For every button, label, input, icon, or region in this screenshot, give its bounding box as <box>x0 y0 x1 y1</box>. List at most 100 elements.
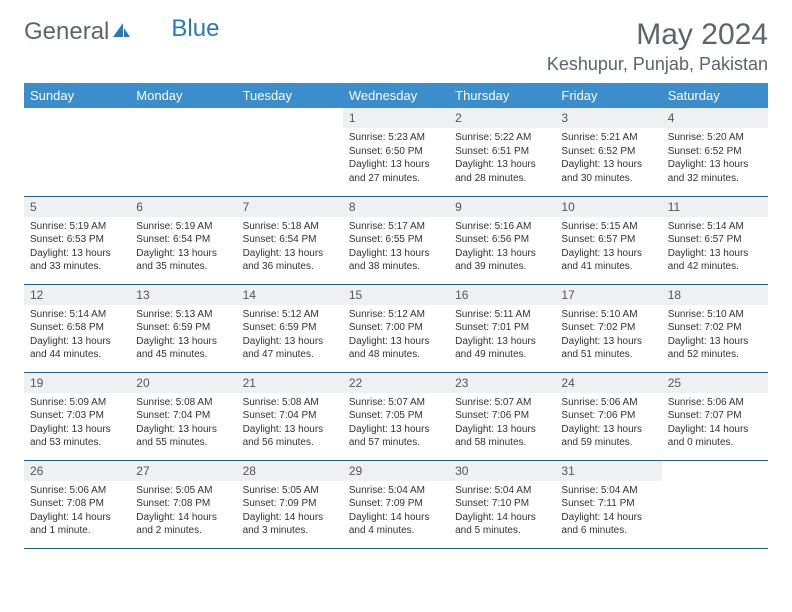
day-line: Daylight: 13 hours and 51 minutes. <box>561 335 655 362</box>
day-details: Sunrise: 5:17 AMSunset: 6:55 PMDaylight:… <box>343 217 449 278</box>
day-line: Daylight: 13 hours and 33 minutes. <box>30 247 124 274</box>
weekday-header: Tuesday <box>237 83 343 108</box>
calendar-body: 1Sunrise: 5:23 AMSunset: 6:50 PMDaylight… <box>24 108 768 548</box>
day-number: 27 <box>130 461 236 481</box>
day-line: Sunset: 6:59 PM <box>136 321 230 335</box>
calendar-cell <box>662 460 768 548</box>
day-details: Sunrise: 5:10 AMSunset: 7:02 PMDaylight:… <box>555 305 661 366</box>
day-line: Sunset: 7:00 PM <box>349 321 443 335</box>
calendar-cell <box>130 108 236 196</box>
day-line: Sunset: 7:06 PM <box>561 409 655 423</box>
day-line: Sunset: 6:54 PM <box>243 233 337 247</box>
day-details: Sunrise: 5:09 AMSunset: 7:03 PMDaylight:… <box>24 393 130 454</box>
day-line: Daylight: 13 hours and 39 minutes. <box>455 247 549 274</box>
day-number: 5 <box>24 197 130 217</box>
day-line: Sunrise: 5:19 AM <box>30 220 124 234</box>
day-line: Sunrise: 5:14 AM <box>30 308 124 322</box>
day-number: 9 <box>449 197 555 217</box>
day-line: Sunset: 7:09 PM <box>243 497 337 511</box>
calendar-cell: 4Sunrise: 5:20 AMSunset: 6:52 PMDaylight… <box>662 108 768 196</box>
day-line: Daylight: 13 hours and 59 minutes. <box>561 423 655 450</box>
day-line: Daylight: 13 hours and 42 minutes. <box>668 247 762 274</box>
day-details: Sunrise: 5:19 AMSunset: 6:53 PMDaylight:… <box>24 217 130 278</box>
day-line: Daylight: 13 hours and 57 minutes. <box>349 423 443 450</box>
day-number: 29 <box>343 461 449 481</box>
day-line: Sunset: 6:52 PM <box>561 145 655 159</box>
day-line: Sunrise: 5:15 AM <box>561 220 655 234</box>
calendar-cell <box>24 108 130 196</box>
day-line: Sunrise: 5:12 AM <box>243 308 337 322</box>
calendar-cell: 12Sunrise: 5:14 AMSunset: 6:58 PMDayligh… <box>24 284 130 372</box>
day-line: Sunset: 6:57 PM <box>561 233 655 247</box>
calendar-cell: 3Sunrise: 5:21 AMSunset: 6:52 PMDaylight… <box>555 108 661 196</box>
day-line: Sunrise: 5:20 AM <box>668 131 762 145</box>
day-line: Sunrise: 5:10 AM <box>561 308 655 322</box>
day-line: Sunrise: 5:17 AM <box>349 220 443 234</box>
day-line: Sunset: 7:02 PM <box>561 321 655 335</box>
calendar-cell: 13Sunrise: 5:13 AMSunset: 6:59 PMDayligh… <box>130 284 236 372</box>
day-line: Sunrise: 5:10 AM <box>668 308 762 322</box>
calendar-cell: 14Sunrise: 5:12 AMSunset: 6:59 PMDayligh… <box>237 284 343 372</box>
day-details: Sunrise: 5:06 AMSunset: 7:07 PMDaylight:… <box>662 393 768 454</box>
day-line: Sunset: 7:02 PM <box>668 321 762 335</box>
day-details: Sunrise: 5:15 AMSunset: 6:57 PMDaylight:… <box>555 217 661 278</box>
day-line: Sunrise: 5:14 AM <box>668 220 762 234</box>
day-line: Sunrise: 5:09 AM <box>30 396 124 410</box>
day-line: Sunset: 7:06 PM <box>455 409 549 423</box>
day-line: Sunrise: 5:05 AM <box>243 484 337 498</box>
sail-icon <box>111 18 131 46</box>
day-number: 8 <box>343 197 449 217</box>
day-line: Daylight: 14 hours and 0 minutes. <box>668 423 762 450</box>
day-number: 28 <box>237 461 343 481</box>
day-line: Sunrise: 5:08 AM <box>136 396 230 410</box>
day-number: 16 <box>449 285 555 305</box>
day-number: 25 <box>662 373 768 393</box>
day-line: Sunset: 7:08 PM <box>136 497 230 511</box>
day-line: Sunset: 7:04 PM <box>243 409 337 423</box>
day-details: Sunrise: 5:14 AMSunset: 6:57 PMDaylight:… <box>662 217 768 278</box>
weekday-header: Friday <box>555 83 661 108</box>
day-line: Daylight: 14 hours and 6 minutes. <box>561 511 655 538</box>
calendar-row: 19Sunrise: 5:09 AMSunset: 7:03 PMDayligh… <box>24 372 768 460</box>
weekday-header: Saturday <box>662 83 768 108</box>
day-line: Daylight: 13 hours and 28 minutes. <box>455 158 549 185</box>
day-line: Daylight: 13 hours and 30 minutes. <box>561 158 655 185</box>
day-line: Sunrise: 5:19 AM <box>136 220 230 234</box>
day-line: Daylight: 13 hours and 55 minutes. <box>136 423 230 450</box>
day-line: Sunrise: 5:07 AM <box>455 396 549 410</box>
day-line: Sunrise: 5:21 AM <box>561 131 655 145</box>
day-line: Sunrise: 5:04 AM <box>349 484 443 498</box>
calendar-cell: 26Sunrise: 5:06 AMSunset: 7:08 PMDayligh… <box>24 460 130 548</box>
day-details: Sunrise: 5:07 AMSunset: 7:06 PMDaylight:… <box>449 393 555 454</box>
day-number: 11 <box>662 197 768 217</box>
day-details: Sunrise: 5:08 AMSunset: 7:04 PMDaylight:… <box>237 393 343 454</box>
day-line: Sunset: 6:58 PM <box>30 321 124 335</box>
day-line: Sunrise: 5:22 AM <box>455 131 549 145</box>
day-line: Sunrise: 5:11 AM <box>455 308 549 322</box>
day-line: Daylight: 13 hours and 56 minutes. <box>243 423 337 450</box>
day-line: Daylight: 14 hours and 2 minutes. <box>136 511 230 538</box>
weekday-header: Monday <box>130 83 236 108</box>
day-line: Sunset: 6:57 PM <box>668 233 762 247</box>
day-details: Sunrise: 5:04 AMSunset: 7:10 PMDaylight:… <box>449 481 555 542</box>
day-line: Sunset: 7:09 PM <box>349 497 443 511</box>
day-number: 10 <box>555 197 661 217</box>
day-number: 17 <box>555 285 661 305</box>
calendar-cell: 7Sunrise: 5:18 AMSunset: 6:54 PMDaylight… <box>237 196 343 284</box>
calendar-cell <box>237 108 343 196</box>
day-line: Sunset: 7:07 PM <box>668 409 762 423</box>
day-details: Sunrise: 5:04 AMSunset: 7:09 PMDaylight:… <box>343 481 449 542</box>
calendar-cell: 16Sunrise: 5:11 AMSunset: 7:01 PMDayligh… <box>449 284 555 372</box>
day-line: Sunset: 6:50 PM <box>349 145 443 159</box>
calendar-cell: 22Sunrise: 5:07 AMSunset: 7:05 PMDayligh… <box>343 372 449 460</box>
day-line: Sunset: 7:08 PM <box>30 497 124 511</box>
day-line: Sunrise: 5:05 AM <box>136 484 230 498</box>
day-details: Sunrise: 5:18 AMSunset: 6:54 PMDaylight:… <box>237 217 343 278</box>
day-details: Sunrise: 5:10 AMSunset: 7:02 PMDaylight:… <box>662 305 768 366</box>
day-line: Sunset: 7:01 PM <box>455 321 549 335</box>
weekday-header: Sunday <box>24 83 130 108</box>
day-line: Daylight: 13 hours and 44 minutes. <box>30 335 124 362</box>
day-line: Daylight: 14 hours and 1 minute. <box>30 511 124 538</box>
weekday-header: Wednesday <box>343 83 449 108</box>
calendar-cell: 18Sunrise: 5:10 AMSunset: 7:02 PMDayligh… <box>662 284 768 372</box>
